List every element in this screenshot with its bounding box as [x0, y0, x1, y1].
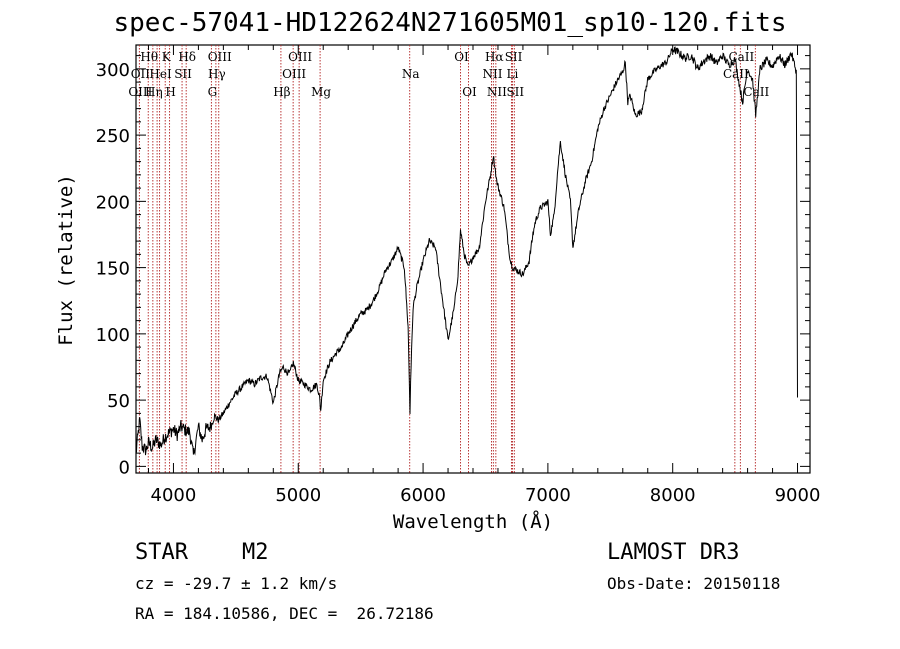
- x-tick-label-1: 5000: [275, 485, 321, 506]
- spectral-line-label-1: OII: [131, 67, 151, 81]
- spectral-line-label-11: G: [208, 85, 218, 99]
- y-tick-label-0: 0: [119, 457, 130, 478]
- y-tick-label-2: 100: [96, 325, 130, 346]
- spectral-line-label-10: Hγ: [208, 67, 226, 81]
- spectral-line-label-7: SII: [174, 67, 192, 81]
- redshift-cz: cz = -29.7 ± 1.2 km/s: [135, 574, 338, 593]
- survey-name: LAMOST DR3: [607, 540, 740, 565]
- y-tick-label-4: 200: [96, 192, 130, 213]
- y-axis-label: Flux (relative): [55, 174, 77, 346]
- object-class: STAR: [135, 540, 188, 565]
- spectral-line-label-0: Hθ: [140, 50, 158, 64]
- flux-series-line: [135, 46, 798, 456]
- spectral-line-label-3: K: [162, 50, 172, 64]
- spectral-line-label-24: SII: [506, 85, 524, 99]
- x-tick-label-4: 8000: [650, 485, 696, 506]
- x-tick-label-3: 7000: [525, 485, 571, 506]
- spectral-line-label-12: OIII: [288, 50, 312, 64]
- spectral-line-labels-group: Hθ OII OIII K HeI Hη Hδ SII H OIII Hγ G OIII OIII Hβ Mg…: [128, 50, 769, 99]
- ra-dec-coordinates: RA = 184.10586, DEC = 26.72186: [135, 604, 434, 623]
- spectral-line-label-18: OI: [462, 85, 477, 99]
- spectral-line-label-17: OI: [454, 50, 469, 64]
- spectral-line-label-20: NII: [482, 67, 502, 81]
- spectral-line-label-16: Na: [402, 67, 420, 81]
- spectral-line-label-13: OIII: [282, 67, 306, 81]
- spectral-line-label-22: SII: [505, 50, 523, 64]
- spectral-line-label-27: CaII: [743, 85, 769, 99]
- observation-date: Obs-Date: 20150118: [607, 574, 781, 593]
- x-tick-label-2: 6000: [400, 485, 446, 506]
- y-tick-label-5: 250: [96, 126, 130, 147]
- spectral-line-label-4: HeI: [149, 67, 172, 81]
- y-tick-label-3: 150: [96, 259, 130, 280]
- spectral-line-label-19: Hα: [485, 50, 504, 64]
- spectral-lines-group: [138, 45, 756, 473]
- x-axis: 4000 5000 6000 7000 8000 9000: [147, 45, 821, 506]
- chart-title: spec-57041-HD122624N271605M01_sp10-120.f…: [113, 8, 787, 38]
- x-tick-label-0: 4000: [151, 485, 197, 506]
- y-tick-label-1: 50: [107, 391, 130, 412]
- x-axis-label: Wavelength (Å): [393, 510, 553, 533]
- x-tick-label-5: 9000: [775, 485, 821, 506]
- y-tick-label-6: 300: [96, 60, 130, 81]
- spectral-line-label-14: Hβ: [273, 85, 290, 99]
- spectral-line-label-6: Hδ: [178, 50, 196, 64]
- spectral-line-label-9: OIII: [208, 50, 232, 64]
- spectral-line-label-15: Mg: [311, 85, 331, 99]
- spectral-line-label-8: H: [165, 85, 175, 99]
- y-axis: 0 50 100 150 200 250 300: [96, 55, 810, 478]
- spectral-line-label-5: Hη: [145, 85, 163, 99]
- spectral-line-label-26: CaII: [723, 67, 749, 81]
- spectral-line-label-2: OIII: [128, 85, 152, 99]
- spectral-line-label-21: NII: [487, 85, 507, 99]
- object-subclass: M2: [242, 540, 269, 565]
- spectral-line-label-23: Li: [507, 67, 519, 81]
